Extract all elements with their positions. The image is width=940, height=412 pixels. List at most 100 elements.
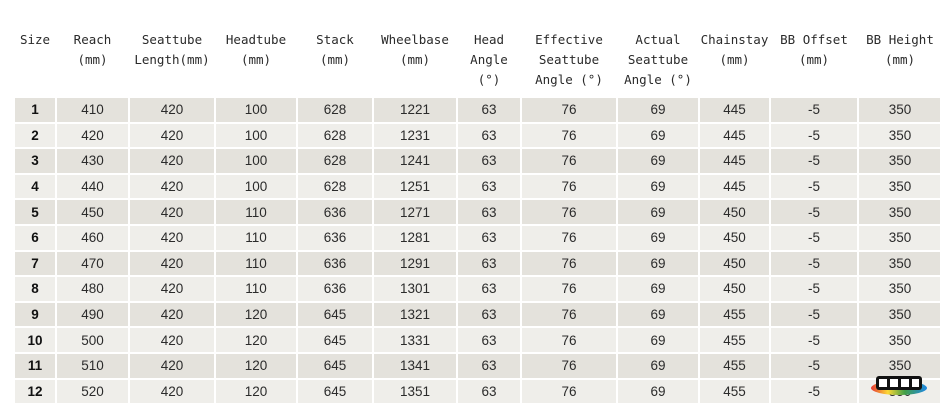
table-cell: 636: [298, 225, 372, 250]
table-cell: -5: [771, 379, 857, 404]
column-header: Stack (mm): [298, 30, 372, 96]
table-cell: 510: [57, 353, 128, 378]
table-cell: 1231: [374, 123, 456, 148]
column-header-line: Chainstay: [700, 32, 769, 47]
column-header-line: Angle: [470, 52, 508, 67]
column-header-line: (mm): [798, 52, 830, 67]
table-cell: 645: [298, 379, 372, 404]
table-cell: 69: [618, 98, 698, 122]
table-cell: 628: [298, 149, 372, 173]
table-cell: 1331: [374, 328, 456, 352]
table-cell: 350: [859, 200, 940, 224]
table-cell: 76: [522, 328, 616, 352]
column-header-line: (mm): [719, 52, 750, 67]
column-header-line: Actual: [635, 32, 681, 47]
table-cell: 1301: [374, 277, 456, 301]
table-cell: 455: [700, 328, 769, 352]
table-cell: 455: [700, 379, 769, 404]
table-cell: 63: [458, 302, 520, 327]
table-body: 1 410 420 100 628 1221 63 76 69 445 -5 350 2 420 420 10…: [15, 98, 940, 404]
table-cell: 645: [298, 302, 372, 327]
table-cell: 110: [216, 277, 296, 301]
table-row: 8 480 420 110 636 1301 63 76 69 450 -5 350: [15, 277, 940, 301]
table-cell: 1251: [374, 174, 456, 199]
table-cell: 628: [298, 98, 372, 122]
table-cell: 1221: [374, 98, 456, 122]
column-header-line: Seattube: [538, 52, 600, 67]
table-cell: 470: [57, 251, 128, 276]
table-cell: 100: [216, 174, 296, 199]
table-cell: 420: [130, 225, 214, 250]
size-cell: 8: [15, 277, 55, 301]
column-header: Reach (mm): [57, 30, 128, 96]
table-cell: 420: [130, 174, 214, 199]
column-header-line: Head: [473, 32, 505, 47]
size-cell: 10: [15, 328, 55, 352]
table-row: 9 490 420 120 645 1321 63 76 69 455 -5 350: [15, 302, 940, 327]
table-cell: 1281: [374, 225, 456, 250]
table-cell: 1341: [374, 353, 456, 378]
table-cell: 76: [522, 302, 616, 327]
size-cell: 7: [15, 251, 55, 276]
table-cell: 69: [618, 225, 698, 250]
table-cell: 628: [298, 174, 372, 199]
table-cell: -5: [771, 200, 857, 224]
table-cell: 440: [57, 174, 128, 199]
table-cell: 110: [216, 225, 296, 250]
table-cell: -5: [771, 277, 857, 301]
table-cell: -5: [771, 328, 857, 352]
column-header-line: Headtube: [225, 32, 287, 47]
table-cell: -5: [771, 123, 857, 148]
size-cell: 12: [15, 379, 55, 404]
column-header: Size: [15, 30, 55, 96]
table-cell: 120: [216, 379, 296, 404]
table-cell: 110: [216, 251, 296, 276]
column-header: Wheelbase (mm): [374, 30, 456, 96]
table-cell: 63: [458, 123, 520, 148]
table-cell: 420: [130, 149, 214, 173]
column-header: BB Offset (mm): [771, 30, 857, 96]
table-cell: 350: [859, 98, 940, 122]
table-cell: -5: [771, 302, 857, 327]
table-cell: 430: [57, 149, 128, 173]
table-cell: 350: [859, 251, 940, 276]
table-cell: 63: [458, 225, 520, 250]
column-header: Effective Seattube Angle (°): [522, 30, 616, 96]
header-row: Size Reach (mm) Seattube Length(mm) Headtube (…: [15, 30, 940, 96]
table-cell: 63: [458, 277, 520, 301]
table-row: 10 500 420 120 645 1331 63 76 69 455 -5 350: [15, 328, 940, 352]
table-cell: 420: [130, 123, 214, 148]
column-header-line: BB Offset: [780, 32, 848, 47]
table-cell: 69: [618, 251, 698, 276]
table-cell: 76: [522, 379, 616, 404]
table-cell: 455: [700, 353, 769, 378]
table-cell: 645: [298, 328, 372, 352]
table-cell: -5: [771, 353, 857, 378]
site-watermark-logo: [871, 376, 927, 395]
table-cell: 350: [859, 174, 940, 199]
table-cell: 100: [216, 149, 296, 173]
table-cell: 450: [700, 225, 769, 250]
column-header: Actual Seattube Angle (°): [618, 30, 698, 96]
table-cell: 76: [522, 251, 616, 276]
table-cell: 63: [458, 174, 520, 199]
table-cell: 100: [216, 123, 296, 148]
table-cell: 76: [522, 98, 616, 122]
size-cell: 6: [15, 225, 55, 250]
table-cell: 1351: [374, 379, 456, 404]
column-header: Head Angle (°): [458, 30, 520, 96]
table-cell: 120: [216, 353, 296, 378]
table-cell: 445: [700, 174, 769, 199]
table-cell: 636: [298, 251, 372, 276]
table-cell: 420: [130, 302, 214, 327]
table-cell: 645: [298, 353, 372, 378]
table-cell: 420: [130, 277, 214, 301]
table-cell: 76: [522, 149, 616, 173]
column-header-line: (mm): [399, 52, 431, 67]
table-cell: -5: [771, 98, 857, 122]
table-cell: 350: [859, 302, 940, 327]
table-cell: 76: [522, 277, 616, 301]
table-cell: 76: [522, 174, 616, 199]
column-header-line: Length(mm): [134, 52, 210, 67]
table-cell: 69: [618, 302, 698, 327]
